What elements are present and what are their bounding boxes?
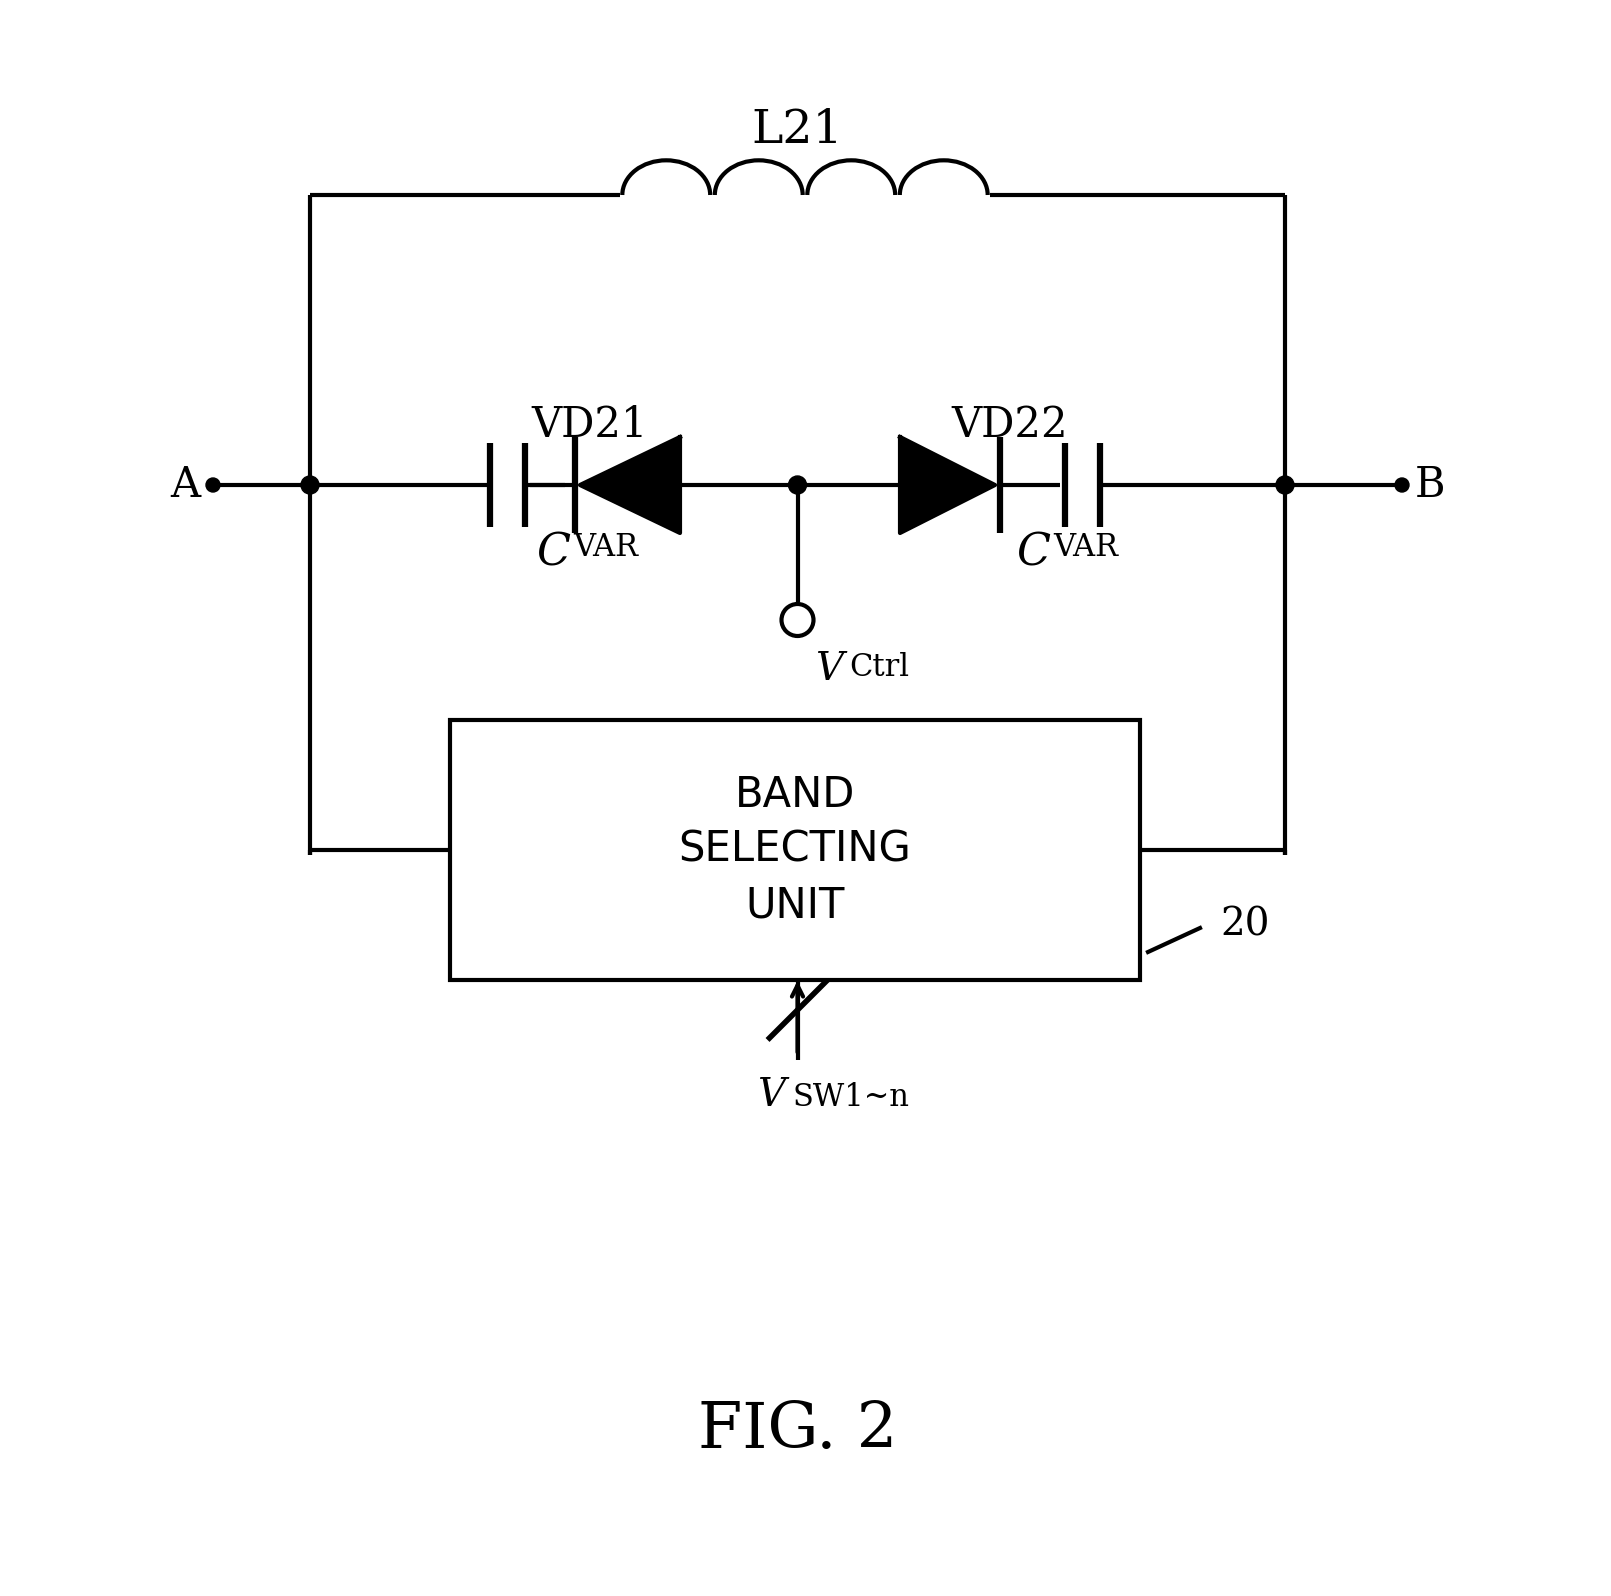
Polygon shape xyxy=(901,437,996,533)
Text: SELECTING: SELECTING xyxy=(678,828,912,871)
Text: V: V xyxy=(815,651,844,688)
Text: L21: L21 xyxy=(752,107,843,153)
Polygon shape xyxy=(580,437,680,533)
Text: B: B xyxy=(1414,464,1445,506)
Text: BAND: BAND xyxy=(735,774,855,816)
Circle shape xyxy=(1395,477,1410,492)
Text: C: C xyxy=(536,531,570,575)
Circle shape xyxy=(1276,476,1294,495)
Circle shape xyxy=(206,477,221,492)
Text: Ctrl: Ctrl xyxy=(849,651,910,683)
Text: SW1~n: SW1~n xyxy=(793,1082,910,1114)
Text: VD21: VD21 xyxy=(532,404,648,445)
FancyBboxPatch shape xyxy=(449,720,1141,980)
Text: VAR: VAR xyxy=(574,533,638,563)
Text: UNIT: UNIT xyxy=(746,884,844,926)
Text: VD22: VD22 xyxy=(952,404,1068,445)
Text: V: V xyxy=(757,1076,786,1114)
Circle shape xyxy=(788,476,807,495)
Circle shape xyxy=(301,476,319,495)
Text: FIG. 2: FIG. 2 xyxy=(698,1400,897,1460)
Text: 20: 20 xyxy=(1220,907,1269,943)
Text: VAR: VAR xyxy=(1054,533,1118,563)
Text: A: A xyxy=(169,464,200,506)
Text: C: C xyxy=(1017,531,1050,575)
